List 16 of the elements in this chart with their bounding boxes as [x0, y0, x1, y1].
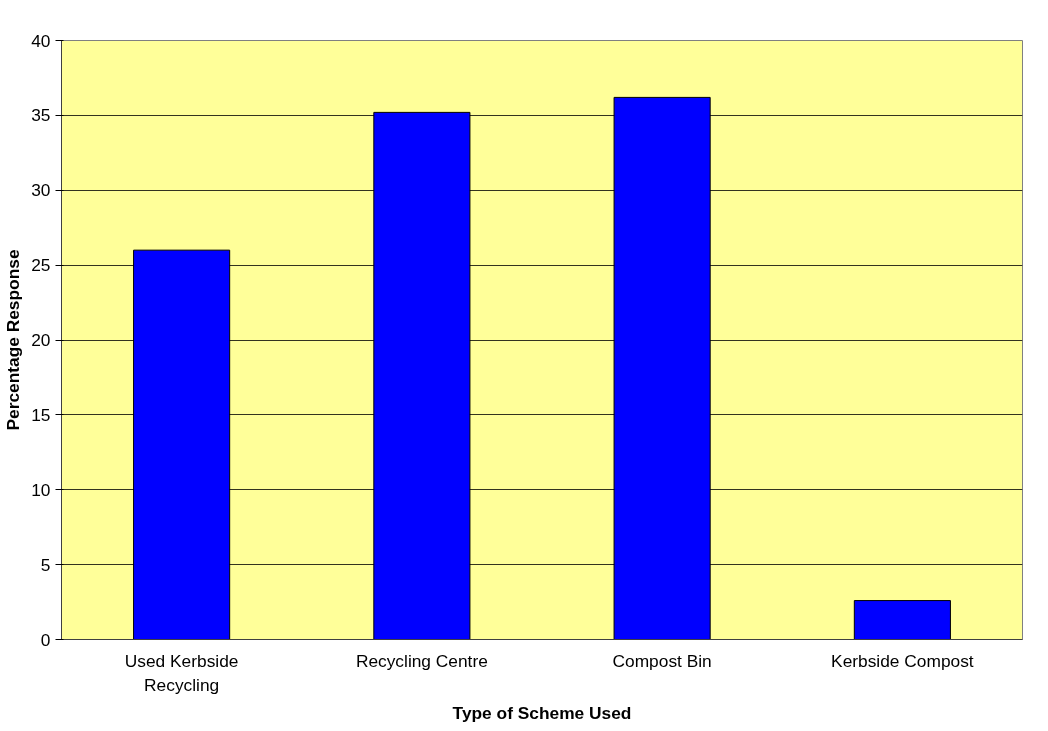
x-tick-label: Used Kerbside Recycling [124, 650, 239, 695]
y-tick-label: 20 [31, 330, 51, 350]
x-tick-label: Compost Bin [612, 650, 712, 671]
y-axis-title: Percentage Response [3, 249, 24, 431]
x-tick-label: Recycling Centre [355, 650, 488, 671]
y-tick-label: 25 [31, 255, 51, 276]
y-tick-label: 5 [40, 554, 51, 575]
y-tick-label: 15 [31, 404, 51, 425]
y-tick-label: 40 [31, 30, 51, 51]
x-axis-title: Type of Scheme Used [452, 702, 632, 723]
y-tick-label: 30 [31, 180, 51, 201]
y-tick-label: 10 [31, 479, 51, 500]
bar [853, 600, 951, 640]
x-tick-label: Kerbside Compost [831, 650, 974, 671]
y-tick-label: 0 [40, 629, 51, 650]
y-tick-label: 35 [31, 105, 51, 126]
